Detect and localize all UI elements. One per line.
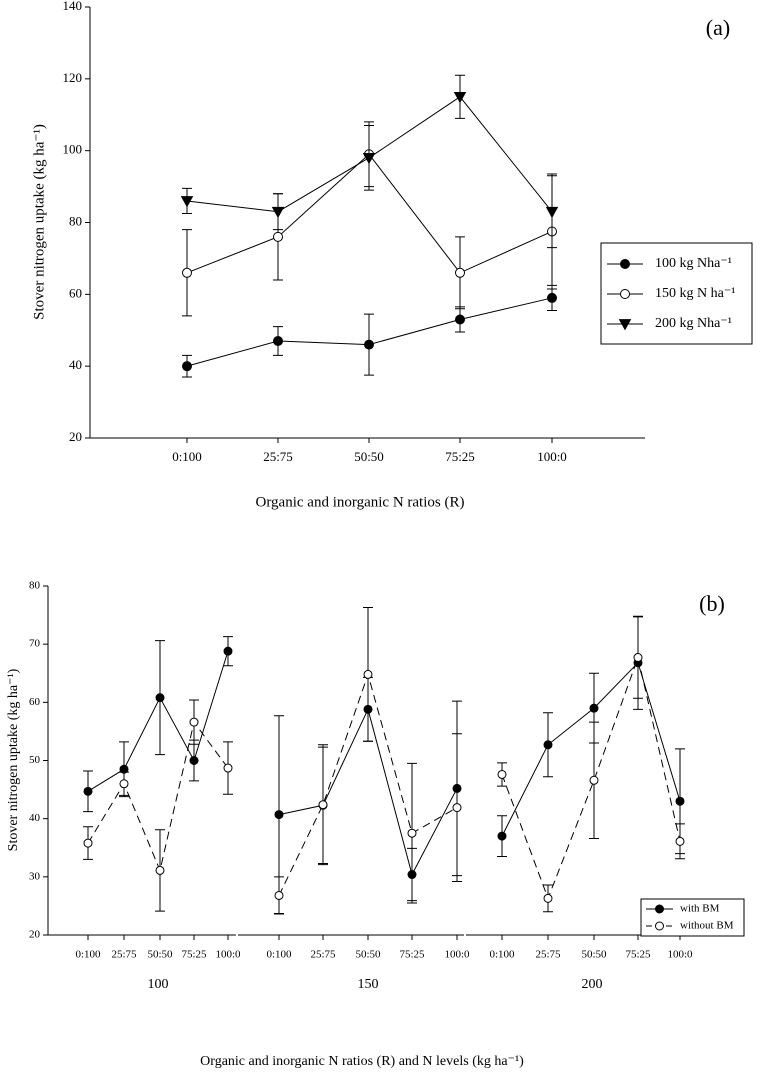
- marker: [455, 267, 465, 278]
- marker: [155, 693, 165, 703]
- y-axis-label: Stover nitrogen uptake (kg ha⁻¹): [6, 668, 21, 851]
- chart-panel: 20 30 40 50 60 70 80 0:100 25:75 50:50 75:25 100:0 0…: [6, 580, 745, 1069]
- legend-label: 150 kg N ha⁻¹: [655, 286, 735, 301]
- y-tick-label: 20: [69, 429, 82, 444]
- y-tick-label: 140: [63, 0, 83, 13]
- series-line: [87, 650, 229, 792]
- marker: [273, 336, 283, 347]
- x-tick-label: 100:0: [444, 949, 470, 961]
- marker: [223, 646, 233, 656]
- marker: [155, 865, 165, 875]
- x-tick-label: 100:0: [537, 449, 567, 464]
- marker: [655, 921, 664, 931]
- x-axis-label: Organic and inorganic N ratios (R): [256, 494, 465, 510]
- marker: [547, 292, 557, 303]
- series-line: [501, 661, 681, 837]
- x-tick-label: 50:50: [355, 949, 381, 961]
- marker: [189, 756, 199, 765]
- y-tick-label: 60: [69, 285, 82, 300]
- y-tick-label: 100: [63, 142, 83, 157]
- marker: [633, 653, 643, 663]
- y-tick-label: 50: [29, 754, 41, 766]
- marker: [675, 796, 685, 806]
- marker: [189, 717, 199, 727]
- x-tick-label: 50:50: [354, 449, 384, 464]
- legend-label: without BM: [680, 920, 734, 932]
- x-tick-label: 25:75: [310, 949, 336, 961]
- marker: [453, 91, 467, 104]
- x-tick-label: 50:50: [581, 949, 607, 961]
- x-tick-label: 25:75: [111, 949, 137, 961]
- marker: [364, 339, 374, 350]
- marker: [180, 196, 194, 208]
- marker: [83, 838, 93, 848]
- panel-label: (b): [699, 591, 725, 616]
- x-tick-label: 75:25: [625, 949, 651, 961]
- chart-panel: 20 40 60 80 100 120 140 0:100 25:75 50:50 75:25 100…: [31, 0, 753, 510]
- y-tick-label: 20: [29, 929, 41, 941]
- marker: [182, 267, 192, 278]
- y-tick-label: 60: [29, 696, 41, 708]
- marker: [497, 769, 507, 779]
- x-tick-label: 0:100: [266, 949, 292, 961]
- x-axis-label: Organic and inorganic N ratios (R) and N…: [200, 1054, 524, 1069]
- legend-label: 200 kg Nha⁻¹: [655, 316, 732, 331]
- y-tick-label: 80: [29, 580, 41, 592]
- group-label: 200: [582, 977, 603, 992]
- marker: [223, 763, 233, 773]
- marker: [620, 259, 630, 269]
- marker: [589, 703, 599, 713]
- x-tick-label: 100:0: [215, 949, 241, 961]
- marker: [497, 831, 507, 841]
- marker: [318, 800, 328, 810]
- marker: [274, 810, 284, 820]
- marker: [362, 153, 376, 165]
- x-tick-label: 0:100: [489, 949, 515, 961]
- y-axis-label: Stover nitrogen uptake (kg ha⁻¹): [31, 124, 47, 320]
- x-tick-label: 0:100: [172, 449, 202, 464]
- x-tick-label: 100:0: [667, 949, 693, 961]
- group-label: 150: [358, 977, 379, 992]
- x-tick-label: 25:75: [263, 449, 293, 464]
- marker: [271, 206, 285, 219]
- legend-label: with BM: [680, 903, 720, 915]
- marker: [455, 314, 465, 325]
- marker: [83, 786, 93, 796]
- marker: [407, 828, 417, 838]
- marker: [545, 206, 559, 219]
- marker: [620, 289, 630, 299]
- y-tick-label: 30: [29, 870, 41, 882]
- y-tick-label: 40: [29, 812, 41, 824]
- y-tick-label: 40: [69, 357, 82, 372]
- marker: [543, 893, 553, 903]
- series-line: [87, 720, 229, 873]
- x-tick-label: 75:25: [445, 449, 475, 464]
- y-tick-label: 70: [29, 638, 41, 650]
- marker: [589, 775, 599, 785]
- marker: [543, 740, 553, 750]
- x-tick-label: 75:25: [181, 949, 207, 961]
- x-tick-label: 50:50: [147, 949, 173, 961]
- panel-label: (a): [706, 15, 730, 40]
- x-tick-label: 25:75: [535, 949, 561, 961]
- marker: [273, 231, 283, 242]
- x-tick-label: 0:100: [75, 949, 101, 961]
- marker: [274, 890, 284, 900]
- marker: [452, 803, 462, 813]
- marker: [119, 779, 129, 789]
- marker: [363, 669, 373, 679]
- marker: [182, 361, 192, 372]
- y-tick-label: 120: [63, 70, 83, 85]
- legend-label: 100 kg Nha⁻¹: [655, 256, 732, 271]
- marker: [655, 904, 664, 914]
- y-tick-label: 80: [69, 213, 82, 228]
- marker: [618, 319, 632, 331]
- x-tick-label: 75:25: [399, 949, 425, 961]
- marker: [675, 836, 685, 846]
- group-label: 100: [148, 977, 169, 992]
